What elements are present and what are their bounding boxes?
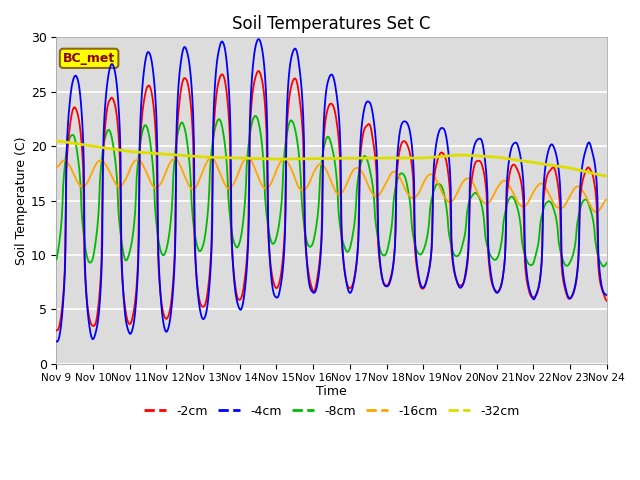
Text: BC_met: BC_met (63, 52, 115, 65)
X-axis label: Time: Time (316, 385, 347, 398)
Y-axis label: Soil Temperature (C): Soil Temperature (C) (15, 136, 28, 265)
Legend: -2cm, -4cm, -8cm, -16cm, -32cm: -2cm, -4cm, -8cm, -16cm, -32cm (139, 400, 524, 423)
Title: Soil Temperatures Set C: Soil Temperatures Set C (232, 15, 431, 33)
